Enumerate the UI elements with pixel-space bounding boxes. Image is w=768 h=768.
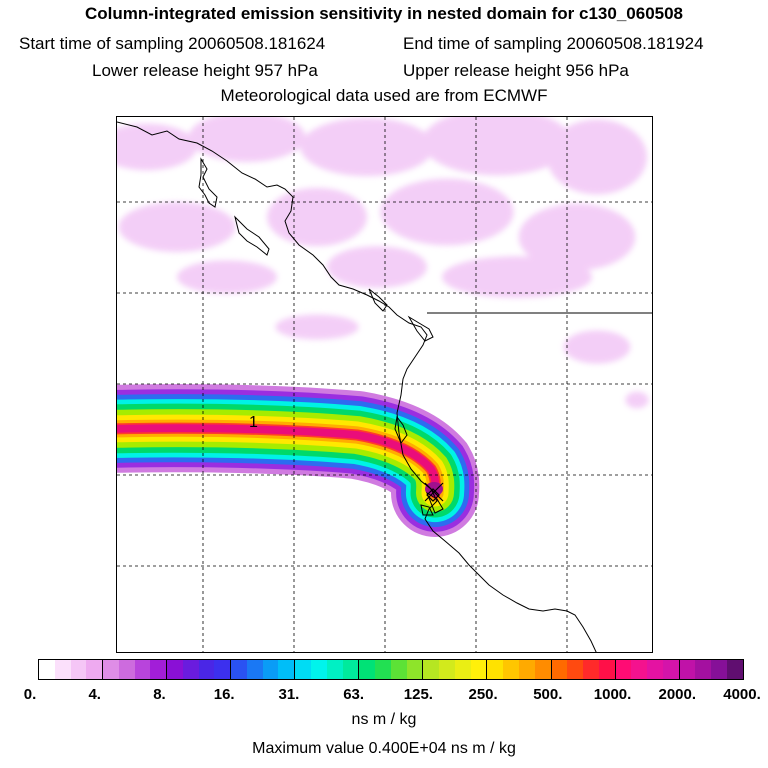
sensitivity-patch — [177, 260, 277, 294]
colorbar-swatch — [214, 660, 232, 679]
colorbar-tick-label: 1000. — [593, 686, 632, 703]
colorbar-swatch — [118, 660, 135, 679]
background-sensitivity-layer — [117, 117, 649, 457]
colorbar-swatch — [470, 660, 488, 679]
colorbar-swatch — [86, 660, 104, 679]
colorbar-swatch — [295, 660, 312, 679]
colorbar-swatch — [167, 660, 183, 679]
sensitivity-patch — [422, 117, 572, 176]
colorbar-tick-label: 500. — [533, 686, 563, 703]
colorbar-swatch — [70, 660, 87, 679]
colorbar-swatch — [39, 660, 55, 679]
colorbar-tick-label: 4000. — [723, 686, 761, 703]
colorbar-tick-label: 31. — [278, 686, 300, 703]
sensitivity-patch — [442, 256, 592, 298]
met-data-label: Meteorological data used are from ECMWF — [220, 86, 548, 105]
sensitivity-patch — [563, 330, 631, 364]
colorbar-swatch — [150, 660, 168, 679]
sensitivity-patch — [327, 246, 427, 288]
colorbar-swatch — [406, 660, 424, 679]
sensitivity-patch — [275, 314, 359, 340]
colorbar-swatch — [198, 660, 215, 679]
sensitivity-patch — [380, 178, 514, 246]
colorbar-swatch — [311, 660, 327, 679]
coastline — [117, 121, 652, 652]
colorbar-tick-label: 250. — [468, 686, 498, 703]
colorbar-swatch — [326, 660, 343, 679]
colorbar — [38, 659, 744, 680]
release-point-marker — [424, 482, 444, 502]
plot-title: Column-integrated emission sensitivity i… — [84, 4, 684, 23]
colorbar-swatch — [534, 660, 552, 679]
colorbar-swatch — [487, 660, 504, 679]
colorbar-swatch — [134, 660, 151, 679]
lower-release-height-label: Lower release height 957 hPa — [92, 61, 318, 80]
colorbar-swatch — [726, 660, 743, 679]
colorbar-swatch — [231, 660, 247, 679]
colorbar-swatch — [342, 660, 360, 679]
colorbar-swatch — [598, 660, 616, 679]
colorbar-swatch — [518, 660, 535, 679]
map-frame: 1 — [116, 116, 653, 653]
map-canvas: 1 — [117, 117, 652, 652]
colorbar-swatch — [454, 660, 471, 679]
colorbar-tick-label: 2000. — [658, 686, 697, 703]
colorbar-swatch — [246, 660, 263, 679]
sensitivity-patch — [118, 202, 236, 252]
end-time-label: End time of sampling 20060508.181924 — [403, 34, 704, 53]
colorbar-tick-label: 4. — [88, 686, 101, 703]
colorbar-swatch — [359, 660, 376, 679]
sensitivity-patch — [547, 119, 647, 195]
colorbar-swatch — [711, 660, 727, 679]
colorbar-swatch — [103, 660, 119, 679]
upper-release-height-label: Upper release height 956 hPa — [403, 61, 629, 80]
colorbar-tick-label: 125. — [403, 686, 433, 703]
colorbar-swatch — [567, 660, 584, 679]
colorbar-swatch — [54, 660, 71, 679]
colorbar-swatch — [647, 660, 663, 679]
sensitivity-patch — [518, 203, 636, 271]
colorbar-swatch — [278, 660, 296, 679]
sensitivity-patch — [300, 117, 434, 177]
start-time-label: Start time of sampling 20060508.181624 — [19, 34, 326, 53]
colorbar-swatch — [182, 660, 199, 679]
colorbar-swatch — [695, 660, 712, 679]
colorbar-swatch — [583, 660, 599, 679]
colorbar-unit-label: ns m / kg — [351, 711, 417, 728]
trajectory-label: 1 — [249, 414, 258, 431]
maximum-value-label: Maximum value 0.400E+04 ns m / kg — [252, 740, 516, 757]
colorbar-swatch — [390, 660, 407, 679]
colorbar-swatch — [375, 660, 391, 679]
colorbar-swatch — [615, 660, 632, 679]
colorbar-swatch — [262, 660, 279, 679]
colorbar-tick-label: 63. — [343, 686, 365, 703]
sensitivity-patch — [117, 123, 197, 171]
colorbar-tick-label: 8. — [153, 686, 166, 703]
colorbar-swatch — [662, 660, 680, 679]
colorbar-swatch — [679, 660, 696, 679]
colorbar-swatch — [423, 660, 440, 679]
colorbar-swatch — [503, 660, 519, 679]
colorbar-swatch — [439, 660, 455, 679]
sensitivity-patch — [267, 187, 367, 247]
sensitivity-patch — [625, 391, 649, 409]
emission-plume — [117, 384, 480, 537]
colorbar-swatch — [551, 660, 568, 679]
colorbar-tick-label: 0. — [23, 686, 37, 703]
colorbar-swatch — [631, 660, 648, 679]
plume-contour-band — [117, 424, 440, 497]
sensitivity-patch — [188, 117, 306, 162]
colorbar-tick-label: 16. — [213, 686, 235, 703]
